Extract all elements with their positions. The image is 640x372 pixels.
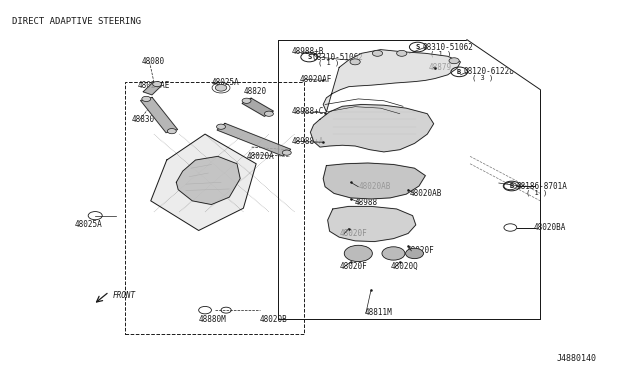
- Text: 08310-51062: 08310-51062: [422, 42, 473, 51]
- Text: 48988+A: 48988+A: [291, 137, 324, 146]
- Text: 48988+B: 48988+B: [291, 47, 324, 56]
- Circle shape: [215, 84, 227, 91]
- Text: 48830: 48830: [132, 115, 155, 124]
- Text: 48020F: 48020F: [339, 262, 367, 271]
- Text: 48988: 48988: [355, 198, 378, 207]
- Circle shape: [372, 50, 383, 56]
- Polygon shape: [310, 105, 434, 152]
- Polygon shape: [323, 163, 426, 199]
- Polygon shape: [217, 124, 291, 156]
- Text: 08310-51062: 08310-51062: [312, 52, 364, 61]
- Text: ( 3 ): ( 3 ): [472, 74, 493, 81]
- Circle shape: [282, 150, 291, 155]
- Polygon shape: [141, 97, 178, 133]
- Text: 08186-8701A: 08186-8701A: [516, 182, 568, 190]
- Text: ( 1 ): ( 1 ): [318, 60, 339, 66]
- Text: 48020AF: 48020AF: [300, 75, 332, 84]
- Text: 48811M: 48811M: [365, 308, 392, 317]
- Bar: [125, 82, 304, 334]
- Circle shape: [216, 124, 225, 129]
- Circle shape: [264, 111, 273, 116]
- Text: J4880140: J4880140: [556, 354, 596, 363]
- Polygon shape: [467, 39, 540, 90]
- Circle shape: [397, 50, 407, 56]
- Polygon shape: [328, 206, 416, 241]
- Text: S: S: [307, 54, 311, 60]
- Circle shape: [406, 248, 424, 259]
- Text: DIRECT ADAPTIVE STEERING: DIRECT ADAPTIVE STEERING: [12, 17, 141, 26]
- Circle shape: [382, 247, 405, 260]
- Text: 48020AB: 48020AB: [410, 189, 442, 198]
- Text: 48020BA: 48020BA: [534, 223, 566, 232]
- Circle shape: [242, 98, 251, 103]
- Text: 48880M: 48880M: [198, 315, 227, 324]
- Polygon shape: [242, 98, 273, 116]
- Text: 48020AE: 48020AE: [138, 81, 170, 90]
- Text: 48020AB: 48020AB: [358, 182, 390, 191]
- Text: 48020F: 48020F: [339, 229, 367, 238]
- Circle shape: [344, 245, 372, 262]
- Circle shape: [168, 129, 176, 134]
- Text: B: B: [509, 183, 514, 189]
- Text: 08120-61228: 08120-61228: [464, 67, 515, 76]
- Text: 48020B: 48020B: [259, 315, 287, 324]
- Polygon shape: [151, 134, 256, 231]
- Text: 48988+C: 48988+C: [291, 108, 324, 116]
- Text: ( 1 ): ( 1 ): [525, 189, 547, 196]
- Text: 48020F: 48020F: [406, 246, 434, 255]
- Text: 48020A: 48020A: [246, 152, 275, 161]
- Polygon shape: [143, 83, 161, 95]
- Text: ( 1 ): ( 1 ): [431, 50, 452, 57]
- Circle shape: [350, 59, 360, 65]
- Text: 48020Q: 48020Q: [390, 262, 418, 271]
- Polygon shape: [176, 156, 240, 205]
- Circle shape: [153, 81, 162, 87]
- Text: 48025A: 48025A: [211, 78, 239, 87]
- Text: 48879: 48879: [429, 63, 452, 72]
- Text: 48025A: 48025A: [74, 221, 102, 230]
- Circle shape: [449, 58, 460, 64]
- Polygon shape: [323, 49, 461, 112]
- Text: 48080: 48080: [141, 57, 164, 66]
- Text: S: S: [415, 44, 420, 50]
- Bar: [278, 39, 540, 320]
- Text: B: B: [457, 69, 461, 75]
- Text: FRONT: FRONT: [113, 291, 136, 300]
- Circle shape: [142, 96, 151, 102]
- Bar: [278, 39, 540, 320]
- Text: 48820: 48820: [243, 87, 266, 96]
